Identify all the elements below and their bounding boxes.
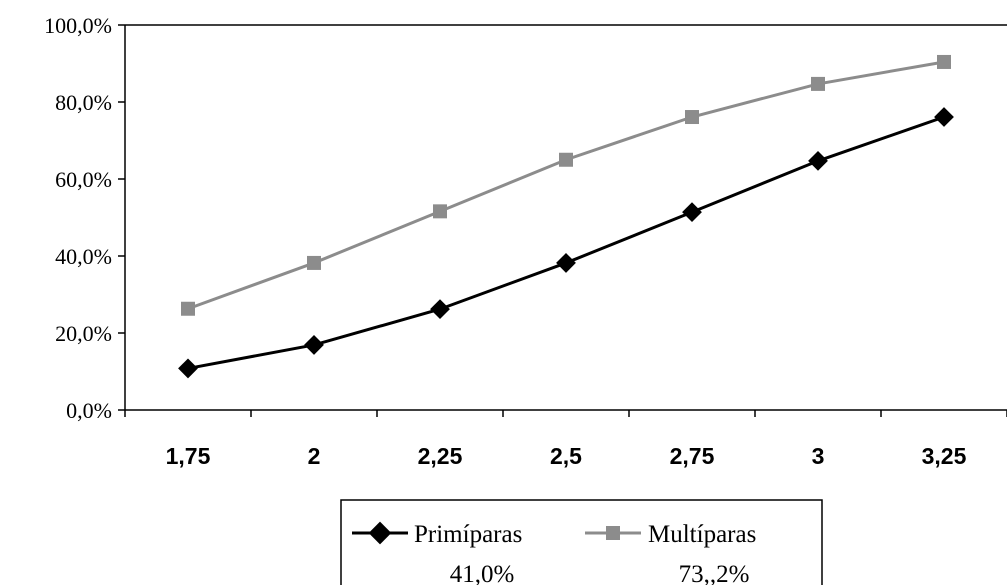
data-point-multiparas <box>433 204 447 219</box>
y-ticks: 0,0% 20,0% 40,0% 60,0% 80,0% 100,0% <box>44 13 125 423</box>
data-point-multiparas <box>307 255 321 270</box>
legend-marker-primiparas <box>368 521 392 545</box>
data-point-multiparas <box>685 110 699 125</box>
x-tick-label: 3 <box>812 443 825 469</box>
data-point-primiparas <box>556 253 576 273</box>
legend: Primíparas 41,0% Multíparas 73,,2% <box>340 499 823 585</box>
data-point-primiparas <box>178 358 198 379</box>
x-tick-label: 2,25 <box>418 443 463 469</box>
data-point-primiparas <box>304 335 324 355</box>
legend-label-multiparas: Multíparas <box>648 521 756 548</box>
legend-marker-multiparas <box>606 526 620 540</box>
y-tick-label: 100,0% <box>44 13 112 38</box>
data-point-multiparas <box>937 54 951 69</box>
data-point-primiparas <box>808 151 828 171</box>
x-tick-label: 3,25 <box>922 443 967 469</box>
x-tick-label: 2,5 <box>550 443 582 469</box>
y-tick-label: 20,0% <box>55 321 112 346</box>
y-tick-label: 60,0% <box>55 167 112 192</box>
series-group <box>178 54 954 379</box>
legend-label-primiparas: Primíparas <box>414 521 522 548</box>
data-point-primiparas <box>430 299 450 320</box>
x-ticks: 1,75 2 2,25 2,5 2,75 3 3,25 <box>124 410 1007 469</box>
x-tick-label: 2 <box>308 443 321 469</box>
y-tick-label: 80,0% <box>55 90 112 115</box>
legend-summary-primiparas: 41,0% <box>450 561 515 585</box>
legend-summary-multiparas: 73,,2% <box>679 561 750 585</box>
y-tick-label: 0,0% <box>66 398 112 423</box>
legend-entry-primiparas: Primíparas 41,0% <box>352 521 522 585</box>
data-point-multiparas <box>181 301 195 316</box>
data-point-multiparas <box>811 76 825 91</box>
legend-entry-multiparas: Multíparas 73,,2% <box>585 521 756 585</box>
data-point-primiparas <box>934 107 954 127</box>
data-point-primiparas <box>682 202 702 223</box>
legend-box <box>340 499 823 585</box>
data-point-multiparas <box>559 152 573 167</box>
x-tick-label: 1,75 <box>166 443 211 469</box>
x-tick-label: 2,75 <box>670 443 715 469</box>
y-tick-label: 40,0% <box>55 244 112 269</box>
axes <box>124 24 1007 411</box>
